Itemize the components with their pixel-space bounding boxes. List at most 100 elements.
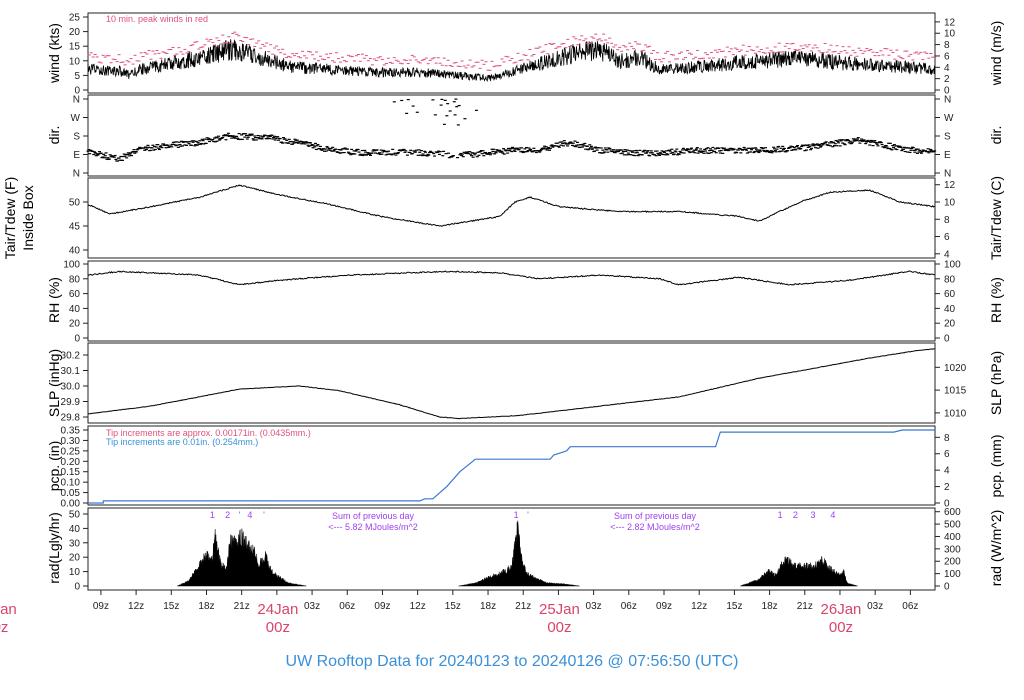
rh-line (87, 270, 935, 286)
pcp-left-tick-label: 0.35 (61, 426, 81, 437)
dir-right-tick-label: N (944, 169, 951, 180)
wind-right-tick-label: 6 (944, 51, 950, 62)
date-label: 24Jan (257, 601, 298, 618)
pcp-note-2: Tip increments are 0.01in. (0.254mm.) (106, 437, 258, 447)
rh-right-tick-label: 40 (944, 304, 956, 315)
wind-right-label: wind (m/s) (988, 21, 1004, 87)
time-tick-label: 15z (163, 601, 179, 612)
pcp-left-tick-label: 0.10 (61, 478, 81, 489)
rad-hour-marker: 2 (225, 510, 230, 520)
temp-line (87, 184, 935, 227)
rad-left-tick-label: 50 (69, 510, 81, 521)
wind-right-tick-label: 10 (944, 29, 956, 40)
pcp-left-tick-label: 0.00 (61, 499, 81, 510)
wind-right-tick-label: 0 (944, 86, 950, 97)
time-tick-label: 15z (726, 601, 742, 612)
dir-left-tick-label: W (71, 113, 81, 124)
rh-left-tick-label: 0 (74, 334, 80, 345)
time-tick-label: 12z (410, 601, 426, 612)
temp-right-tick-label: 10 (944, 198, 956, 209)
rad-right-tick-label: 300 (944, 544, 961, 555)
wind-left-tick-label: 0 (74, 86, 80, 97)
rad-right-tick-label: 100 (944, 569, 961, 580)
precip-line (88, 429, 935, 504)
slp-left-tick-label: 30.1 (61, 366, 81, 377)
temp-right-tick-label: 12 (944, 180, 956, 191)
rh-right-tick-label: 0 (944, 334, 950, 345)
pcp-right-tick-label: 2 (944, 482, 950, 493)
rad-note-line1: Sum of previous day (332, 511, 415, 521)
time-tick-label: 12z (691, 601, 707, 612)
pcp-left-tick-label: 0.25 (61, 446, 81, 457)
temp-left-tick-label: 50 (69, 198, 81, 209)
chart-title: UW Rooftop Data for 20240123 to 20240126… (286, 653, 739, 670)
dir-right-label: dir. (988, 126, 1004, 145)
pcp-left-tick-label: 0.20 (61, 457, 81, 468)
rad-note-line2: <--- 5.82 MJoules/m^2 (328, 522, 418, 532)
rh-right-tick-label: 80 (944, 274, 956, 285)
slp-left-tick-label: 30.2 (61, 351, 81, 362)
time-tick-label: 12z (128, 601, 144, 612)
rh-left-tick-label: 100 (63, 260, 80, 271)
time-tick-label: 15z (445, 601, 461, 612)
rad-right-tick-label: 200 (944, 557, 961, 568)
panel-slp: 29.8 29.9 30.0 30.1 30.2 1010 1015 1020 SLP (inH… (46, 342, 1004, 424)
date-time-label: 00z (829, 619, 853, 636)
dir-right-tick-label: S (944, 132, 951, 143)
time-tick-label: 21z (515, 601, 531, 612)
time-tick-label: 09z (93, 601, 109, 612)
time-tick-label: 03z (867, 601, 883, 612)
wind-right-tick-label: 4 (944, 63, 950, 74)
panel-rad: 010203040500100200300400500600rad(Lgly/h… (46, 507, 1004, 592)
wind-speed-line (87, 39, 935, 82)
date-label: 23Jan (0, 601, 17, 618)
slp-right-tick-label: 1020 (944, 363, 967, 374)
radiation-area (177, 520, 858, 587)
rad-hour-marker: ' (527, 510, 529, 520)
rh-left-label: RH (%) (46, 277, 62, 323)
rad-left-tick-label: 0 (74, 582, 80, 593)
temp-left-label-2: Inside Box (20, 185, 36, 250)
dir-left-tick-label: S (73, 132, 80, 143)
panel-temp: 40 45 50 4 6 8 10 12 Tair/Tdew (F) Inside Box Tair… (2, 176, 1004, 260)
time-tick-label: 03z (304, 601, 320, 612)
pcp-right-label: pcp. (mm) (988, 435, 1004, 498)
rad-left-label: rad(Lgly/hr) (46, 512, 62, 584)
date-time-label: 00z (0, 619, 8, 636)
rad-right-tick-label: 500 (944, 520, 961, 531)
rad-right-tick-label: 600 (944, 507, 961, 518)
rad-hour-marker: 1 (514, 510, 519, 520)
dir-left-tick-label: N (73, 169, 80, 180)
rh-left-tick-label: 60 (69, 289, 81, 300)
time-tick-label: 06z (902, 601, 918, 612)
wind-left-label: wind (kts) (46, 23, 62, 84)
dir-left-label: dir. (46, 126, 62, 145)
wind-left-tick-label: 20 (69, 27, 81, 38)
dir-right-tick-label: N (944, 95, 951, 106)
wind-right-tick-label: 12 (944, 17, 956, 28)
temp-left-tick-label: 40 (69, 246, 81, 257)
dir-left-tick-label: N (73, 95, 80, 106)
time-tick-label: 03z (586, 601, 602, 612)
rad-hour-marker: 3 (810, 510, 815, 520)
wind-left-tick-label: 25 (69, 13, 81, 24)
slp-left-label: SLP (inHg) (46, 349, 62, 417)
slp-frame (87, 342, 936, 424)
time-tick-label: 21z (234, 601, 250, 612)
pcp-right-tick-label: 0 (944, 499, 950, 510)
wind-right-tick-label: 2 (944, 74, 950, 85)
pcp-left-tick-label: 0.30 (61, 436, 81, 447)
wind-note: 10 min. peak winds in red (106, 14, 208, 24)
rh-right-tick-label: 20 (944, 319, 956, 330)
temp-left-label: Tair/Tdew (F) (2, 177, 18, 259)
rad-note-line1: Sum of previous day (614, 511, 697, 521)
date-label: 26Jan (821, 601, 862, 618)
rh-left-tick-label: 80 (69, 274, 81, 285)
pcp-frame (87, 425, 936, 506)
rad-hour-marker: 1 (210, 510, 215, 520)
wind-left-tick-label: 10 (69, 56, 81, 67)
time-tick-label: 09z (374, 601, 390, 612)
